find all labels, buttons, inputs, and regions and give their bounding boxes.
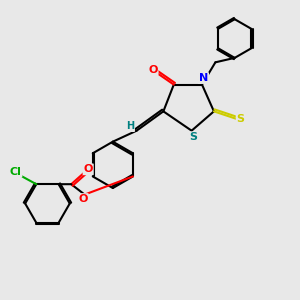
- Text: S: S: [189, 132, 197, 142]
- Text: H: H: [126, 121, 134, 131]
- Text: O: O: [148, 65, 158, 75]
- Text: S: S: [237, 114, 245, 124]
- Text: N: N: [199, 73, 208, 83]
- Text: O: O: [78, 194, 88, 204]
- Text: O: O: [83, 164, 93, 174]
- Text: Cl: Cl: [10, 167, 21, 177]
